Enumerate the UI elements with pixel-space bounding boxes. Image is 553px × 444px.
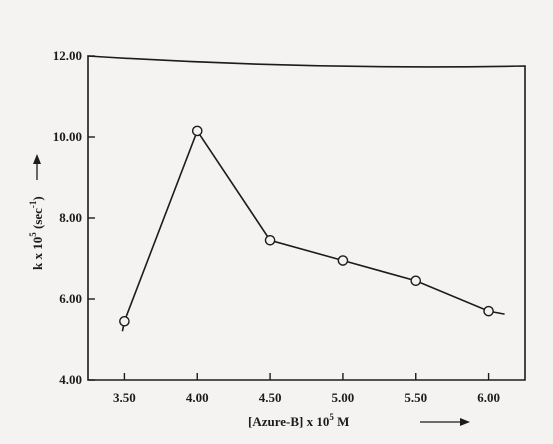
series-line: [121, 129, 505, 332]
y-axis-arrow: [33, 154, 41, 180]
plot-frame-border: [87, 55, 526, 381]
y-tick-label: 4.00: [59, 372, 82, 387]
data-point: [191, 125, 203, 137]
x-axis-ticks: 3.50 4.00 4.50 5.00 5.50 6.00: [113, 373, 500, 405]
data-point: [483, 305, 494, 317]
x-tick-label: 3.50: [113, 390, 136, 405]
x-tick-label: 4.00: [186, 390, 209, 405]
plot-frame: [87, 55, 526, 381]
x-axis-arrow: [420, 418, 470, 426]
x-tick-label: 5.00: [332, 390, 355, 405]
x-tick-label: 6.00: [477, 390, 500, 405]
y-tick-label: 8.00: [59, 210, 82, 225]
x-tick-label: 4.50: [259, 390, 282, 405]
data-point: [119, 315, 130, 327]
y-axis-ticks: 4.00 6.00 8.00 10.00 12.00: [53, 48, 95, 387]
y-axis-label: k x 105 (sec-1): [28, 196, 45, 270]
data-point: [264, 234, 276, 246]
x-axis-label: [Azure-B] x 105 M: [248, 412, 349, 429]
data-point: [337, 255, 349, 266]
y-tick-label: 12.00: [53, 48, 82, 63]
data-point: [410, 275, 422, 287]
x-tick-label: 5.50: [404, 390, 427, 405]
y-tick-label: 10.00: [53, 129, 82, 144]
y-tick-label: 6.00: [59, 291, 82, 306]
series-layer: [119, 125, 505, 332]
